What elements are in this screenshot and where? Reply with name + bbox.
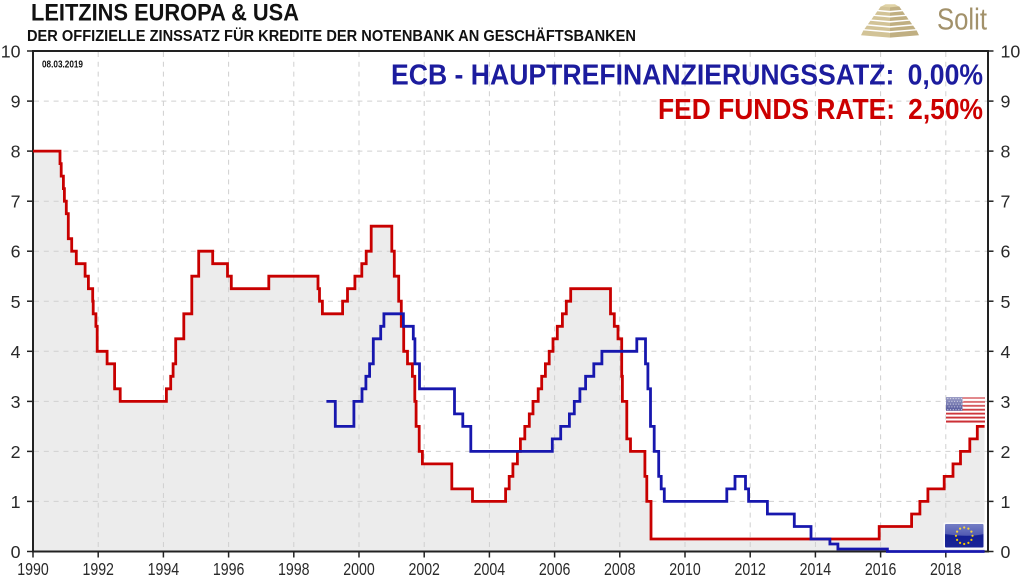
svg-text:7: 7 — [11, 192, 21, 212]
svg-text:2010: 2010 — [669, 559, 701, 579]
svg-text:6: 6 — [1001, 242, 1011, 262]
svg-text:1: 1 — [1001, 492, 1011, 512]
svg-text:2: 2 — [1001, 442, 1011, 462]
svg-text:Solit: Solit — [937, 2, 987, 37]
svg-text:2008: 2008 — [604, 559, 636, 579]
svg-text:2006: 2006 — [539, 559, 571, 579]
svg-text:1: 1 — [11, 492, 21, 512]
svg-text:1990: 1990 — [17, 559, 49, 579]
svg-text:5: 5 — [11, 292, 21, 312]
svg-text:9: 9 — [11, 92, 21, 112]
svg-text:10: 10 — [1, 42, 21, 62]
svg-text:2016: 2016 — [865, 559, 897, 579]
svg-text:ECB - HAUPTREFINANZIERUNGSSATZ: ECB - HAUPTREFINANZIERUNGSSATZ: 0,00% — [391, 60, 983, 92]
svg-text:9: 9 — [1001, 92, 1011, 112]
svg-text:6: 6 — [11, 242, 21, 262]
svg-text:7: 7 — [1001, 192, 1011, 212]
svg-text:LEITZINS EUROPA & USA: LEITZINS EUROPA & USA — [31, 0, 299, 27]
svg-text:2002: 2002 — [408, 559, 440, 579]
svg-text:DER OFFIZIELLE ZINSSATZ FÜR KR: DER OFFIZIELLE ZINSSATZ FÜR KREDITE DER … — [27, 28, 636, 45]
svg-text:1992: 1992 — [82, 559, 114, 579]
svg-text:4: 4 — [11, 342, 21, 362]
svg-text:1994: 1994 — [148, 559, 180, 579]
svg-text:2: 2 — [11, 442, 21, 462]
svg-text:1996: 1996 — [213, 559, 245, 579]
svg-text:2012: 2012 — [734, 559, 766, 579]
svg-text:08.03.2019: 08.03.2019 — [42, 59, 83, 71]
svg-text:2014: 2014 — [800, 559, 832, 579]
svg-text:FED FUNDS RATE: 2,50%: FED FUNDS RATE: 2,50% — [658, 94, 983, 126]
svg-text:8: 8 — [1001, 142, 1011, 162]
svg-text:5: 5 — [1001, 292, 1011, 312]
svg-text:2004: 2004 — [474, 559, 506, 579]
svg-text:3: 3 — [1001, 392, 1011, 412]
svg-text:1998: 1998 — [278, 559, 310, 579]
svg-text:4: 4 — [1001, 342, 1011, 362]
svg-text:0: 0 — [1001, 542, 1011, 562]
svg-text:2018: 2018 — [930, 559, 962, 579]
svg-text:3: 3 — [11, 392, 21, 412]
svg-text:0: 0 — [11, 542, 21, 562]
svg-text:8: 8 — [11, 142, 21, 162]
svg-text:2000: 2000 — [343, 559, 375, 579]
svg-text:10: 10 — [1001, 42, 1021, 62]
